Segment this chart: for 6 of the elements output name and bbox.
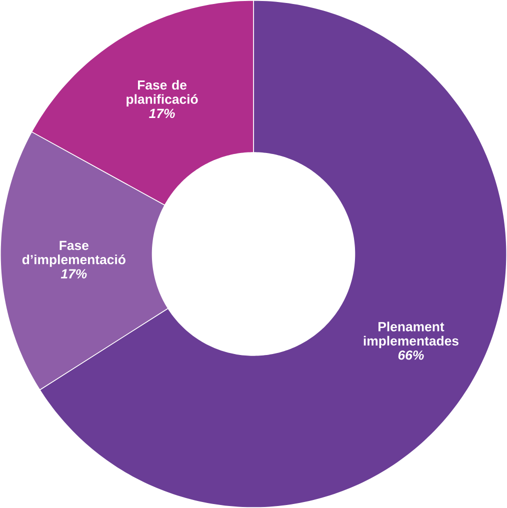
slice-label: Fase de planificació [126, 80, 198, 106]
data-label: 17% [149, 108, 175, 118]
slice-label: Fase d’implementació [22, 240, 126, 267]
slice-label: Plenament implementades [364, 322, 458, 348]
data-label: 66% [398, 350, 424, 360]
data-label: 17% [60, 269, 87, 278]
